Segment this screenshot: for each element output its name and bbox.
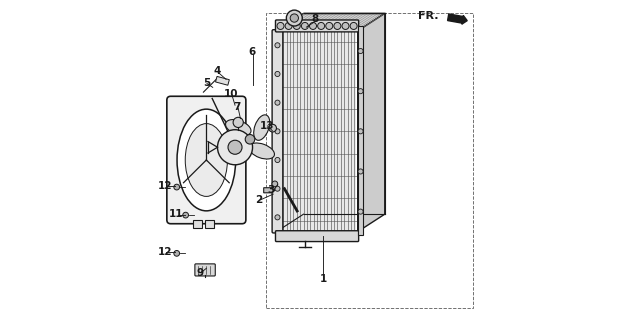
Bar <box>215 76 229 85</box>
Ellipse shape <box>254 115 269 140</box>
Text: 3: 3 <box>268 185 275 195</box>
Circle shape <box>318 22 325 29</box>
Circle shape <box>301 22 308 29</box>
Bar <box>358 26 364 235</box>
Circle shape <box>293 22 300 29</box>
Circle shape <box>275 100 280 105</box>
Circle shape <box>233 117 243 127</box>
Bar <box>204 220 214 228</box>
Text: FR.: FR. <box>418 11 439 21</box>
Circle shape <box>350 22 357 29</box>
Circle shape <box>183 212 189 218</box>
Ellipse shape <box>225 120 251 136</box>
Text: 12: 12 <box>158 181 172 191</box>
Circle shape <box>217 130 252 165</box>
Polygon shape <box>276 13 385 31</box>
Circle shape <box>245 134 255 144</box>
Text: 8: 8 <box>311 14 319 24</box>
Circle shape <box>275 71 280 76</box>
Text: 10: 10 <box>224 89 238 99</box>
Text: 5: 5 <box>203 78 210 88</box>
Circle shape <box>358 129 363 134</box>
FancyBboxPatch shape <box>167 96 246 224</box>
Ellipse shape <box>230 138 247 164</box>
Ellipse shape <box>185 124 227 196</box>
Circle shape <box>326 22 333 29</box>
Text: 1: 1 <box>320 275 327 284</box>
Circle shape <box>342 22 349 29</box>
Text: 9: 9 <box>196 268 204 278</box>
Circle shape <box>269 124 276 132</box>
Circle shape <box>290 14 299 22</box>
Circle shape <box>275 215 280 220</box>
Circle shape <box>275 186 280 191</box>
Ellipse shape <box>249 143 275 159</box>
Circle shape <box>275 129 280 134</box>
Circle shape <box>358 209 363 214</box>
FancyBboxPatch shape <box>275 231 359 242</box>
Circle shape <box>174 251 180 256</box>
Circle shape <box>277 22 284 29</box>
Text: 6: 6 <box>248 47 256 57</box>
Circle shape <box>285 22 292 29</box>
Bar <box>266 13 473 308</box>
FancyArrow shape <box>448 14 467 24</box>
Text: 11: 11 <box>169 209 183 219</box>
FancyBboxPatch shape <box>195 264 215 276</box>
Circle shape <box>174 184 180 190</box>
Circle shape <box>310 22 317 29</box>
Text: 13: 13 <box>259 121 274 131</box>
Circle shape <box>272 181 278 187</box>
Circle shape <box>287 10 303 26</box>
Text: 2: 2 <box>255 195 262 205</box>
FancyBboxPatch shape <box>275 20 359 32</box>
Ellipse shape <box>177 109 236 211</box>
Circle shape <box>228 140 242 154</box>
FancyBboxPatch shape <box>272 30 283 233</box>
Polygon shape <box>264 188 275 193</box>
Circle shape <box>358 49 363 53</box>
Circle shape <box>358 89 363 94</box>
Circle shape <box>275 157 280 163</box>
Text: 4: 4 <box>214 67 221 76</box>
Polygon shape <box>358 13 385 232</box>
Bar <box>278 33 356 230</box>
Bar <box>193 220 203 228</box>
Circle shape <box>275 43 280 48</box>
Text: 12: 12 <box>158 247 172 257</box>
Circle shape <box>334 22 341 29</box>
Circle shape <box>358 169 363 174</box>
Text: 7: 7 <box>234 102 241 112</box>
